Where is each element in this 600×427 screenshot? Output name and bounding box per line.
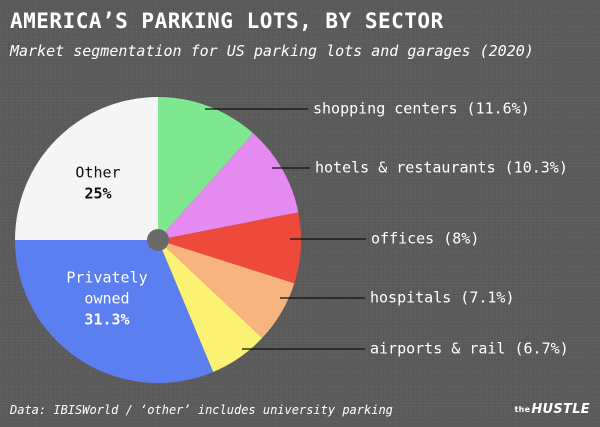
chart-title: AMERICA’S PARKING LOTS, BY SECTOR	[10, 9, 444, 33]
slice-label-hospitals: hospitals (7.1%)	[370, 289, 515, 307]
chart-subtitle: Market segmentation for US parking lots …	[10, 42, 534, 60]
pie-slice-privately-owned	[15, 240, 214, 383]
slice-label-other-0: Other	[75, 164, 120, 182]
source-note: Data: IBISWorld / ‘other’ includes unive…	[10, 403, 393, 417]
slice-value-other: 25%	[84, 185, 111, 203]
slice-value-privately-owned: 31.3%	[84, 311, 129, 329]
pie-center-hole	[147, 229, 169, 251]
brand-logo: theHUSTLE	[515, 402, 591, 417]
slice-label-offices: offices (8%)	[371, 230, 479, 248]
brand-name: HUSTLE	[531, 402, 590, 417]
slice-label-privately-owned-0: Privately	[66, 269, 147, 287]
slice-label-shopping-centers: shopping centers (11.6%)	[313, 100, 530, 118]
pie-slice-hospitals	[158, 240, 295, 338]
pie-slice-hotels-restaurants	[158, 133, 299, 240]
slice-label-airports-rail: airports & rail (6.7%)	[370, 340, 569, 358]
pie-slice-airports-rail	[158, 240, 263, 372]
brand-prefix: the	[514, 405, 531, 414]
pie-slice-offices	[158, 212, 302, 284]
slice-label-hotels-restaurants: hotels & restaurants (10.3%)	[315, 159, 568, 177]
pie-slice-shopping-centers	[158, 97, 254, 240]
pie-slice-other	[15, 97, 158, 240]
slice-label-privately-owned-1: owned	[84, 290, 129, 308]
